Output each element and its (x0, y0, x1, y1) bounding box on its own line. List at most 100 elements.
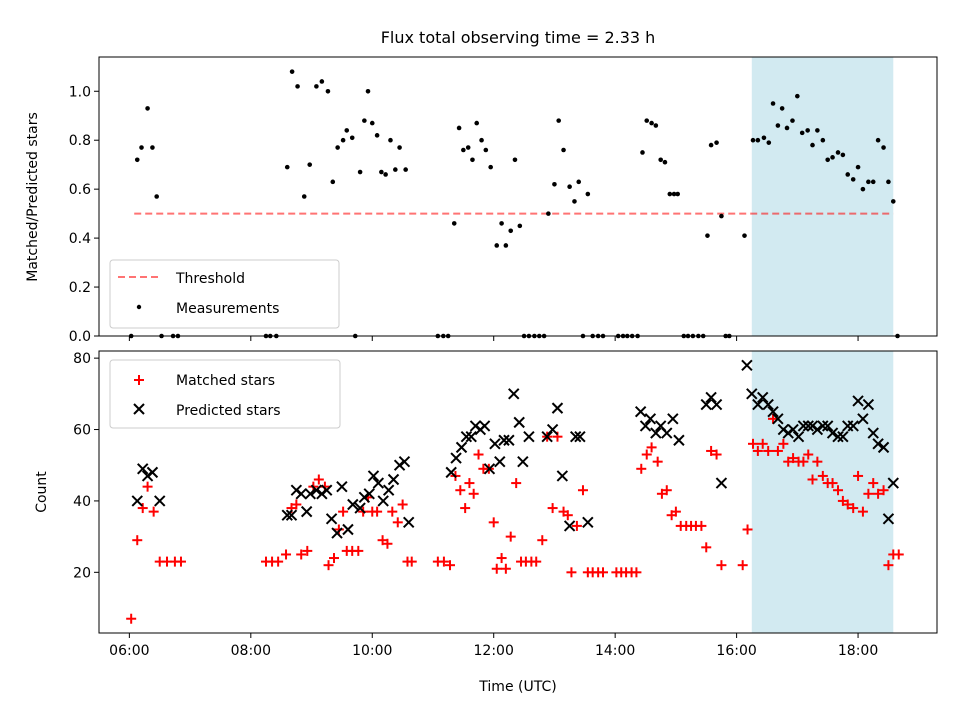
predicted-point (494, 455, 506, 468)
measurement-point (451, 221, 457, 226)
y-tick-label: 0.6 (69, 182, 91, 198)
matched-point (636, 463, 647, 474)
matched-point (333, 524, 344, 535)
measurement-point (365, 88, 371, 94)
legend-measurements-swatch (136, 304, 142, 310)
predicted-point (563, 520, 576, 532)
measurement-point (556, 118, 561, 123)
predicted-point (847, 420, 859, 432)
measurement-point (494, 243, 500, 248)
measurement-point (335, 145, 340, 150)
predicted-point (460, 430, 473, 443)
predicted-point (398, 455, 411, 468)
measurement-point (362, 118, 367, 123)
matched-point (329, 553, 340, 564)
predicted-point (867, 427, 879, 439)
x-tick-label: 06:00 (109, 643, 149, 659)
predicted-point (347, 498, 359, 511)
measurement-point (662, 159, 668, 165)
predicted-point (325, 513, 338, 525)
predicted-point (832, 430, 844, 443)
legend-measurements-label: Measurements (176, 301, 279, 317)
matched-point (397, 499, 408, 510)
measurement-point (881, 145, 886, 150)
matched-point (768, 413, 779, 424)
measurement-point (340, 137, 346, 143)
matched-point (577, 485, 588, 496)
measurement-point (653, 123, 659, 128)
predicted-point (772, 413, 784, 425)
measurement-point (799, 130, 805, 136)
predicted-point (650, 427, 662, 439)
legend-predicted-label: Predicted stars (176, 403, 281, 419)
measurement-point (572, 199, 577, 204)
matched-point (812, 456, 823, 467)
y-tick-label: 20 (73, 565, 91, 581)
measurement-point (714, 140, 719, 145)
matched-point (788, 453, 799, 464)
legend-bottom: Matched stars Predicted stars (109, 359, 341, 429)
measurement-point (890, 199, 896, 204)
measurement-point (517, 223, 523, 229)
matched-point (798, 456, 809, 467)
measurement-point (465, 145, 471, 150)
matched-point (641, 449, 652, 460)
predicted-point (310, 484, 323, 496)
measurement-point (761, 135, 767, 141)
measurement-point (314, 84, 319, 89)
y-tick-label: 40 (73, 494, 91, 510)
matched-point (338, 506, 349, 517)
predicted-point (661, 427, 673, 439)
y-tick-label: 1.0 (69, 84, 91, 100)
matched-point (406, 556, 417, 567)
x-axis-top (128, 336, 859, 341)
matched-point (772, 445, 783, 456)
measurement-point (461, 147, 466, 153)
measurement-point (675, 191, 681, 197)
predicted-point (837, 430, 849, 443)
measurement-point (779, 106, 785, 111)
matched-point (488, 517, 499, 528)
measurement-point (870, 179, 876, 185)
measurement-point (755, 137, 761, 143)
measurement-point (301, 194, 307, 199)
predicted-point (762, 398, 774, 411)
predicted-point (556, 470, 569, 482)
measurement-point (658, 157, 664, 163)
measurement-point (503, 243, 509, 248)
measurement-point (820, 137, 826, 143)
matched-point (748, 438, 759, 449)
matched-point (631, 567, 642, 578)
y-tick-label: 0.4 (69, 231, 91, 247)
matched-point (893, 549, 904, 560)
predicted-point (342, 523, 354, 536)
matched-point (273, 556, 284, 567)
measurement-point (483, 147, 489, 153)
x-tick-label: 10:00 (352, 643, 392, 659)
plot-area-bottom (126, 359, 904, 624)
measurement-point (134, 157, 140, 163)
matched-point (598, 567, 609, 578)
matched-point (511, 478, 522, 489)
matched-point (853, 470, 864, 481)
predicted-point (882, 513, 895, 525)
matched-point (646, 442, 657, 453)
x-axis-label: Time (UTC) (478, 679, 556, 695)
x-tick-label: 12:00 (474, 643, 514, 659)
x-tick-label: 14:00 (595, 643, 635, 659)
measurement-point (708, 142, 714, 148)
measurement-point (705, 233, 710, 238)
matched-point (460, 503, 471, 514)
legend-threshold-label: Threshold (175, 271, 245, 287)
x-tick-label: 08:00 (231, 643, 271, 659)
matched-point (323, 560, 334, 571)
predicted-point (667, 413, 679, 425)
matched-point (137, 503, 148, 514)
measurement-point (860, 186, 866, 192)
chart-top: Flux total observing time = 2.33 h 0.00.… (25, 28, 938, 345)
predicted-point (862, 398, 875, 411)
matched-point (444, 560, 455, 571)
predicted-point (767, 405, 779, 418)
predicted-point (826, 427, 839, 439)
predicted-point (821, 420, 834, 432)
